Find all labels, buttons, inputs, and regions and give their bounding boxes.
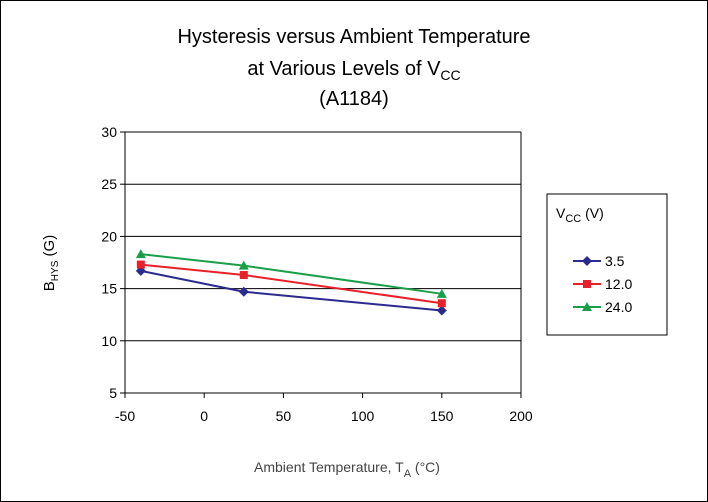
y-tick-label-10: 10 [101,333,117,349]
x-axis-title-main: Ambient Temperature, T [254,459,404,475]
chart-title-line-2-main: at Various Levels of V [247,58,441,80]
legend-marker-12.0 [583,280,591,288]
x-tick-label--50: -50 [115,408,135,424]
y-tick-label-15: 15 [101,281,117,297]
legend-label-12.0: 12.0 [605,276,632,292]
chart-title-line-2-sub: CC [440,67,460,83]
axes [120,131,522,398]
series-line-3.5 [140,269,442,312]
chart-title-line-1: Hysteresis versus Ambient Temperature [177,26,530,48]
x-tick-label-100: 100 [351,408,375,424]
y-axis-title-suffix: (G) [41,235,58,261]
x-axis-title: Ambient Temperature, TA (°C) [254,459,440,480]
series-line-24.0 [140,253,442,295]
gridlines [125,131,522,393]
data-point-12.0-150 [437,299,446,308]
legend-title-main: V [556,205,566,221]
series-line-12.0 [140,263,442,305]
x-axis-title-sub: A [404,468,412,480]
legend-marker-24.0 [582,302,592,311]
legend-marker-3.5 [582,256,592,266]
y-axis-title-main: B [41,281,58,291]
y-axis-title-sub: HYS [50,260,61,281]
y-tick-label-5: 5 [109,385,117,401]
y-tick-label-25: 25 [101,176,117,192]
x-tick-label-50: 50 [276,408,292,424]
legend-title: VCC (V) [556,205,604,225]
legend-label-3.5: 3.5 [605,253,625,269]
y-tick-label-20: 20 [101,228,117,244]
tick-labels: 5 10 15 20 25 30 -50 0 50 100 150 200 [101,124,532,424]
legend-title-sub: CC [565,213,581,225]
data-point-12.0-25 [239,271,248,280]
data-point-24.0--40 [135,249,146,259]
data-point-3.5-150 [436,305,447,316]
chart-title-line-2: at Various Levels of VCC [247,58,460,83]
legend-items: 3.5 12.0 24.0 [573,253,632,315]
x-tick-label-0: 0 [200,408,208,424]
legend-label-24.0: 24.0 [605,299,632,315]
chart-title-line-3: (A1184) [319,88,389,110]
data-point-12.0--40 [136,260,145,269]
x-tick-label-150: 150 [430,408,454,424]
x-axis-title-suffix: (°C) [411,459,440,475]
legend: VCC (V) 3.5 12.0 24.0 [546,193,668,336]
y-axis-title: BHYS (G) [41,235,61,291]
x-tick-label-200: 200 [509,408,533,424]
data-point-3.5-25 [238,286,249,297]
series-lines [135,249,447,316]
data-point-24.0-25 [238,260,249,270]
data-point-24.0-150 [436,288,447,298]
legend-title-suffix: (V) [581,205,604,221]
legend-box [546,193,668,336]
y-tick-label-30: 30 [101,124,117,140]
